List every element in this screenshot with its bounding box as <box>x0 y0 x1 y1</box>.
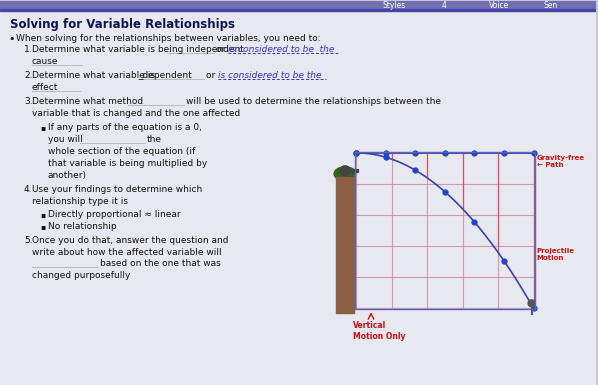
Text: is considered to be the: is considered to be the <box>218 71 322 80</box>
Text: or: or <box>206 71 218 80</box>
Text: 4: 4 <box>441 1 446 10</box>
Text: 5.: 5. <box>24 236 32 244</box>
Bar <box>336 177 354 313</box>
Text: or: or <box>216 45 228 54</box>
Text: •: • <box>8 34 14 44</box>
Text: will be used to determine the relationships between the: will be used to determine the relationsh… <box>187 97 441 106</box>
Text: ▪: ▪ <box>40 123 45 132</box>
Bar <box>355 152 535 309</box>
Text: Sen: Sen <box>544 1 557 10</box>
Text: Once you do that, answer the question and: Once you do that, answer the question an… <box>32 236 228 244</box>
Text: When solving for the relationships between variables, you need to:: When solving for the relationships betwe… <box>16 34 321 43</box>
Text: 2.: 2. <box>24 71 32 80</box>
Text: If any parts of the equation is a 0,: If any parts of the equation is a 0, <box>48 123 202 132</box>
Text: Projectile
Motion: Projectile Motion <box>536 248 575 261</box>
Text: Vertical
Motion Only: Vertical Motion Only <box>353 321 405 341</box>
Text: _dependent: _dependent <box>138 71 191 80</box>
Text: write about how the affected variable will: write about how the affected variable wi… <box>32 248 221 256</box>
Text: Determine what variable is being independent: Determine what variable is being indepen… <box>32 45 244 54</box>
Text: 3.: 3. <box>24 97 32 106</box>
Text: that variable is being multiplied by: that variable is being multiplied by <box>48 159 207 168</box>
Text: effect: effect <box>32 83 58 92</box>
Text: ▪: ▪ <box>40 222 45 231</box>
Text: Use your findings to determine which: Use your findings to determine which <box>32 185 202 194</box>
Bar <box>0 2 596 9</box>
Text: you will: you will <box>48 135 86 144</box>
Text: variable that is changed and the one affected: variable that is changed and the one aff… <box>32 109 240 118</box>
Text: 1.: 1. <box>24 45 32 54</box>
Text: ▪: ▪ <box>40 210 45 219</box>
Bar <box>0 9 596 12</box>
Text: No relationship: No relationship <box>48 222 117 231</box>
Text: cause: cause <box>32 57 59 66</box>
Text: is considered to be  the: is considered to be the <box>228 45 335 54</box>
Text: Determine what method: Determine what method <box>32 97 143 106</box>
Text: Directly proportional ≈ linear: Directly proportional ≈ linear <box>48 210 181 219</box>
Text: the: the <box>147 135 161 144</box>
Text: 4.: 4. <box>24 185 32 194</box>
Text: Determine what variable is: Determine what variable is <box>32 71 158 80</box>
Circle shape <box>340 166 350 176</box>
Text: another): another) <box>48 171 87 180</box>
Text: Solving for Variable Relationships: Solving for Variable Relationships <box>10 18 235 31</box>
Text: based on the one that was: based on the one that was <box>100 259 221 268</box>
Text: Styles: Styles <box>382 1 405 10</box>
Text: Voice: Voice <box>489 1 509 10</box>
Circle shape <box>528 300 535 307</box>
Text: relationship type it is: relationship type it is <box>32 197 128 206</box>
Ellipse shape <box>334 167 356 181</box>
Text: Gravity-free
← Path: Gravity-free ← Path <box>536 155 585 168</box>
Text: whole section of the equation (if: whole section of the equation (if <box>48 147 195 156</box>
Text: changed purposefully: changed purposefully <box>32 271 130 280</box>
